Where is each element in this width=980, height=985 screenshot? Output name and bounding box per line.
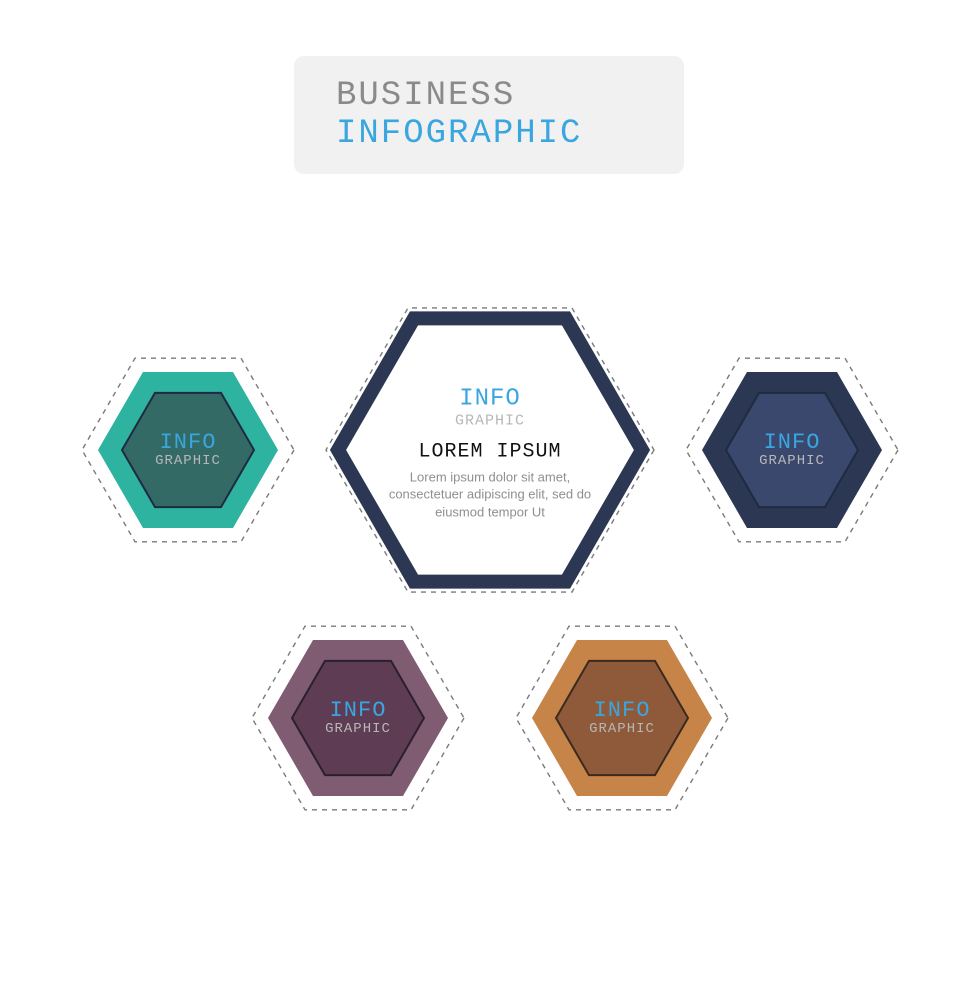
center-heading: LOREM IPSUM — [380, 439, 600, 464]
hex-left-info: INFO — [155, 431, 221, 454]
hex-right-info: INFO — [759, 431, 825, 454]
hex-right: INFO GRAPHIC — [702, 372, 882, 528]
hex-left-label: INFO GRAPHIC — [155, 431, 221, 469]
infographic-stage: INFO GRAPHIC LOREM IPSUM Lorem ipsum dol… — [0, 0, 980, 980]
hex-bottom-left-label: INFO GRAPHIC — [325, 699, 391, 737]
hex-bottom-right-label: INFO GRAPHIC — [589, 699, 655, 737]
hex-bl-info: INFO — [325, 699, 391, 722]
hex-br-info: INFO — [589, 699, 655, 722]
hex-bl-graphic: GRAPHIC — [325, 722, 391, 737]
hex-left: INFO GRAPHIC — [98, 372, 278, 528]
center-hexagon: INFO GRAPHIC LOREM IPSUM Lorem ipsum dol… — [338, 318, 642, 581]
hex-right-graphic: GRAPHIC — [759, 454, 825, 469]
center-body-text: Lorem ipsum dolor sit amet, consectetuer… — [380, 468, 600, 521]
hex-br-graphic: GRAPHIC — [589, 722, 655, 737]
hex-right-label: INFO GRAPHIC — [759, 431, 825, 469]
center-graphic-label: GRAPHIC — [380, 413, 600, 432]
hex-bottom-left: INFO GRAPHIC — [268, 640, 448, 796]
center-content: INFO GRAPHIC LOREM IPSUM Lorem ipsum dol… — [380, 385, 600, 521]
hex-bottom-right: INFO GRAPHIC — [532, 640, 712, 796]
hex-left-graphic: GRAPHIC — [155, 454, 221, 469]
center-info-label: INFO — [380, 385, 600, 415]
